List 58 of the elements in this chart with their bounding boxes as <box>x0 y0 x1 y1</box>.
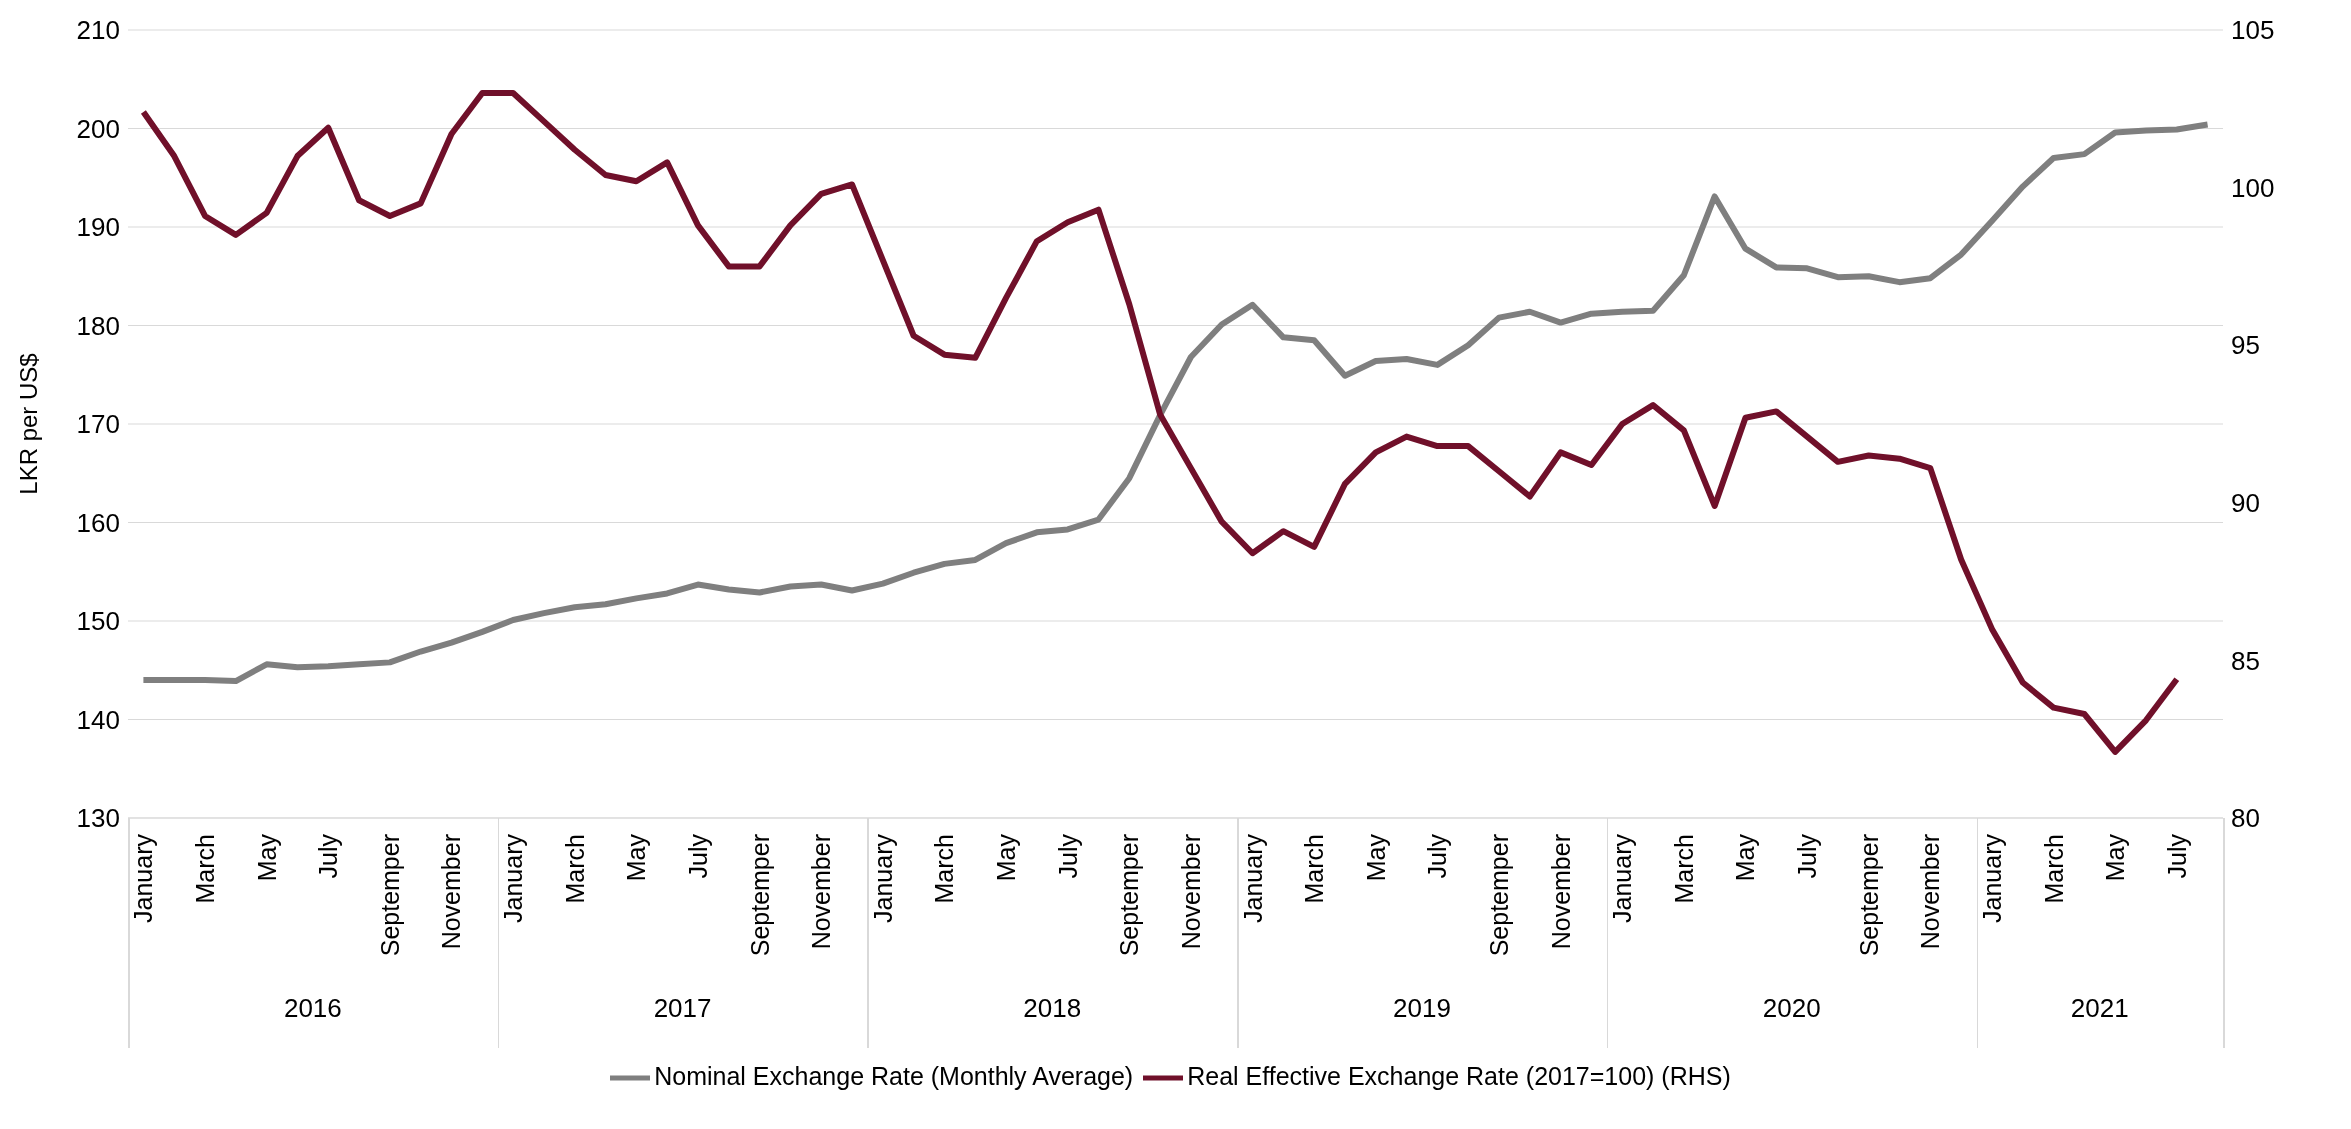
x-tick-label: May <box>2101 833 2130 882</box>
y-tick-label: 200 <box>76 113 120 144</box>
x-tick-label: July <box>1423 833 1452 879</box>
x-tick-label: July <box>683 833 712 879</box>
text: 2021 <box>2069 993 2130 1024</box>
x-tick-label: March <box>1300 834 1329 904</box>
x-tick-label: November <box>807 834 836 950</box>
x-tick-label: January <box>868 833 897 923</box>
x-tick-label: January <box>1977 833 2006 923</box>
x-tick-label: July <box>314 833 343 879</box>
y2-tick-label: 80 <box>2231 803 2260 834</box>
x-tick-label: Septemper <box>1854 834 1883 957</box>
x-tick-label: Septemper <box>375 834 404 957</box>
y-tick-label: 130 <box>76 803 120 834</box>
text: 2018 <box>1022 993 1083 1024</box>
x-tick-label: March <box>560 834 589 904</box>
x-tick-label: November <box>1546 834 1575 950</box>
x-tick-label: January <box>1608 833 1637 923</box>
y-tick-label: 180 <box>76 310 120 341</box>
x-tick-label: March <box>1669 834 1698 904</box>
x-tick-label: Septemper <box>1484 834 1513 957</box>
text: 2020 <box>1761 993 1822 1024</box>
x-tick-label: March <box>2039 834 2068 904</box>
y-tick-label: 140 <box>76 704 120 735</box>
x-tick-label: January <box>499 833 528 923</box>
y2-tick-label: 85 <box>2231 645 2260 676</box>
y-tick-label: 190 <box>76 212 120 243</box>
y-axis-title: LKR per US$ <box>14 353 42 495</box>
x-tick-label: January <box>129 833 158 923</box>
legend-label: Real Effective Exchange Rate (2017=100) (RHS) <box>1187 1061 1731 1090</box>
x-tick-label: May <box>992 833 1021 882</box>
x-tick-label: January <box>1238 833 1267 923</box>
y2-tick-label: 95 <box>2231 330 2260 361</box>
x-tick-label: Septemper <box>745 834 774 957</box>
x-tick-label: July <box>1053 833 1082 879</box>
y2-tick-label: 100 <box>2231 172 2275 203</box>
x-tick-label: May <box>1731 833 1760 882</box>
x-tick-label: March <box>930 834 959 904</box>
x-tick-label: November <box>1916 834 1945 950</box>
x-tick-label: July <box>2162 833 2191 879</box>
text: 2019 <box>1392 993 1452 1024</box>
legend-label: Nominal Exchange Rate (Monthly Average) <box>654 1061 1134 1090</box>
y-tick-label: 150 <box>76 606 120 637</box>
y2-tick-label: 90 <box>2231 488 2260 519</box>
x-tick-label: November <box>437 834 466 950</box>
x-tick-label: May <box>622 833 651 882</box>
x-tick-label: Septemper <box>1115 834 1144 957</box>
y-tick-label: 170 <box>76 409 120 440</box>
x-tick-label: July <box>1793 833 1822 879</box>
x-tick-label: May <box>252 833 281 882</box>
y2-tick-label: 105 <box>2231 15 2275 46</box>
x-tick-label: May <box>1361 833 1390 882</box>
x-tick-label: March <box>191 834 220 904</box>
y-tick-label: 210 <box>76 15 120 46</box>
x-tick-label: November <box>1176 834 1205 950</box>
y-tick-label: 160 <box>76 507 120 538</box>
text: 2017 <box>652 993 713 1024</box>
text: 2016 <box>282 993 343 1024</box>
